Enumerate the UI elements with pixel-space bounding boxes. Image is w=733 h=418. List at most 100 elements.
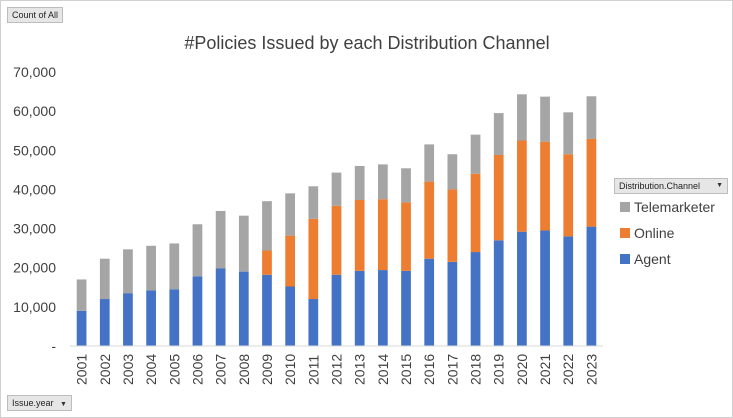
x-tick-label: 2014 bbox=[375, 354, 391, 385]
axis-field-button[interactable]: Issue.year ▼ bbox=[7, 395, 72, 411]
bar-agent-2015 bbox=[401, 270, 411, 346]
bar-telemarketer-2003 bbox=[123, 249, 133, 294]
bar-agent-2007 bbox=[215, 268, 226, 346]
bar-telemarketer-2019 bbox=[493, 113, 504, 155]
x-tick-label: 2009 bbox=[259, 354, 275, 385]
bar-telemarketer-2023 bbox=[586, 96, 597, 139]
y-axis: - 10,000 20,000 30,000 40,000 50,000 60,000 70,… bbox=[13, 64, 56, 354]
x-tick-label: 2001 bbox=[74, 354, 90, 385]
bar-telemarketer-2012 bbox=[331, 172, 342, 206]
bar-online-2010 bbox=[285, 235, 296, 287]
bar-online-2022 bbox=[563, 154, 574, 237]
bar-telemarketer-2018 bbox=[470, 134, 481, 174]
bar-telemarketer-2011 bbox=[308, 186, 319, 219]
bar-agent-2010 bbox=[285, 286, 296, 346]
chart-title: #Policies Issued by each Distribution Ch… bbox=[184, 33, 549, 53]
x-tick-label: 2020 bbox=[514, 354, 530, 385]
dropdown-arrow-icon: ▼ bbox=[716, 182, 723, 189]
bar-agent-2014 bbox=[377, 270, 388, 346]
x-tick-label: 2012 bbox=[329, 354, 345, 385]
x-tick-label: 2010 bbox=[282, 354, 298, 385]
bar-agent-2012 bbox=[331, 274, 342, 346]
bar-online-2013 bbox=[354, 199, 365, 271]
bar-agent-2006 bbox=[192, 276, 203, 346]
bar-online-2019 bbox=[493, 154, 504, 241]
bar-telemarketer-2004 bbox=[146, 245, 156, 291]
x-tick-label: 2016 bbox=[421, 354, 437, 385]
x-axis: 2001 2002 2003 2004 2005 2006 2007 2008 2009 2010… bbox=[74, 354, 600, 385]
bar-agent-2018 bbox=[470, 252, 481, 346]
y-tick-label: 40,000 bbox=[13, 181, 56, 197]
bars bbox=[76, 94, 597, 346]
x-tick-label: 2003 bbox=[120, 354, 136, 385]
y-tick-label: 10,000 bbox=[13, 299, 56, 315]
bar-online-2017 bbox=[447, 189, 458, 262]
bar-telemarketer-2014 bbox=[377, 164, 388, 200]
bar-online-2021 bbox=[540, 141, 550, 231]
y-tick-label: 20,000 bbox=[13, 260, 56, 276]
bar-online-2014 bbox=[377, 199, 388, 271]
bar-agent-2011 bbox=[308, 299, 319, 346]
bar-online-2020 bbox=[517, 140, 527, 232]
value-field-label: Count of All bbox=[12, 10, 59, 20]
bar-agent-2009 bbox=[262, 274, 272, 346]
bar-telemarketer-2015 bbox=[401, 168, 411, 203]
bar-agent-2008 bbox=[238, 271, 249, 346]
bar-telemarketer-2010 bbox=[285, 193, 296, 236]
bar-agent-2022 bbox=[563, 236, 574, 346]
bar-online-2018 bbox=[470, 173, 481, 253]
bar-agent-2001 bbox=[76, 310, 87, 346]
bar-agent-2021 bbox=[540, 230, 550, 346]
legend-label-telemarketer: Telemarketer bbox=[634, 199, 715, 215]
bar-agent-2016 bbox=[424, 258, 435, 346]
bar-agent-2019 bbox=[493, 240, 504, 346]
y-tick-label: - bbox=[51, 338, 56, 354]
bar-agent-2020 bbox=[517, 231, 527, 346]
bar-online-2015 bbox=[401, 202, 411, 271]
x-tick-label: 2022 bbox=[560, 354, 576, 385]
x-tick-label: 2023 bbox=[583, 354, 599, 385]
x-tick-label: 2008 bbox=[236, 354, 252, 385]
x-tick-label: 2013 bbox=[352, 354, 368, 385]
y-tick-label: 60,000 bbox=[13, 103, 56, 119]
legend-field-button[interactable]: Distribution.Channel ▼ bbox=[614, 178, 728, 194]
x-tick-label: 2004 bbox=[143, 354, 159, 385]
x-tick-label: 2015 bbox=[398, 354, 414, 385]
bar-agent-2005 bbox=[169, 289, 180, 346]
bar-telemarketer-2005 bbox=[169, 243, 180, 290]
x-tick-label: 2006 bbox=[189, 354, 205, 385]
bar-online-2009 bbox=[262, 250, 272, 275]
bar-telemarketer-2001 bbox=[76, 279, 87, 311]
bar-agent-2013 bbox=[354, 270, 365, 346]
bar-online-2011 bbox=[308, 218, 319, 300]
bar-telemarketer-2009 bbox=[262, 201, 272, 251]
value-field-button[interactable]: Count of All bbox=[7, 7, 64, 23]
legend-label-online: Online bbox=[634, 225, 675, 241]
x-tick-label: 2018 bbox=[468, 354, 484, 385]
x-tick-label: 2019 bbox=[491, 354, 507, 385]
x-tick-label: 2017 bbox=[444, 354, 460, 385]
y-tick-label: 50,000 bbox=[13, 142, 56, 158]
x-tick-label: 2011 bbox=[305, 355, 321, 385]
y-tick-label: 30,000 bbox=[13, 221, 56, 237]
bar-online-2016 bbox=[424, 181, 435, 259]
bar-online-2012 bbox=[331, 205, 342, 275]
bar-agent-2003 bbox=[123, 293, 133, 346]
x-tick-label: 2005 bbox=[166, 354, 182, 385]
bar-telemarketer-2021 bbox=[540, 96, 550, 142]
bar-agent-2017 bbox=[447, 261, 458, 346]
y-tick-label: 70,000 bbox=[13, 64, 56, 80]
legend-swatch-online bbox=[620, 228, 630, 238]
legend-swatch-agent bbox=[620, 254, 630, 264]
dropdown-arrow-icon: ▼ bbox=[60, 401, 67, 408]
bar-telemarketer-2017 bbox=[447, 154, 458, 190]
bar-telemarketer-2008 bbox=[238, 215, 249, 272]
legend-swatch-telemarketer bbox=[620, 202, 630, 212]
bar-telemarketer-2022 bbox=[563, 112, 574, 155]
bar-telemarketer-2002 bbox=[99, 258, 110, 300]
bar-telemarketer-2006 bbox=[192, 224, 203, 277]
x-tick-label: 2021 bbox=[537, 354, 553, 385]
x-tick-label: 2002 bbox=[97, 354, 113, 385]
